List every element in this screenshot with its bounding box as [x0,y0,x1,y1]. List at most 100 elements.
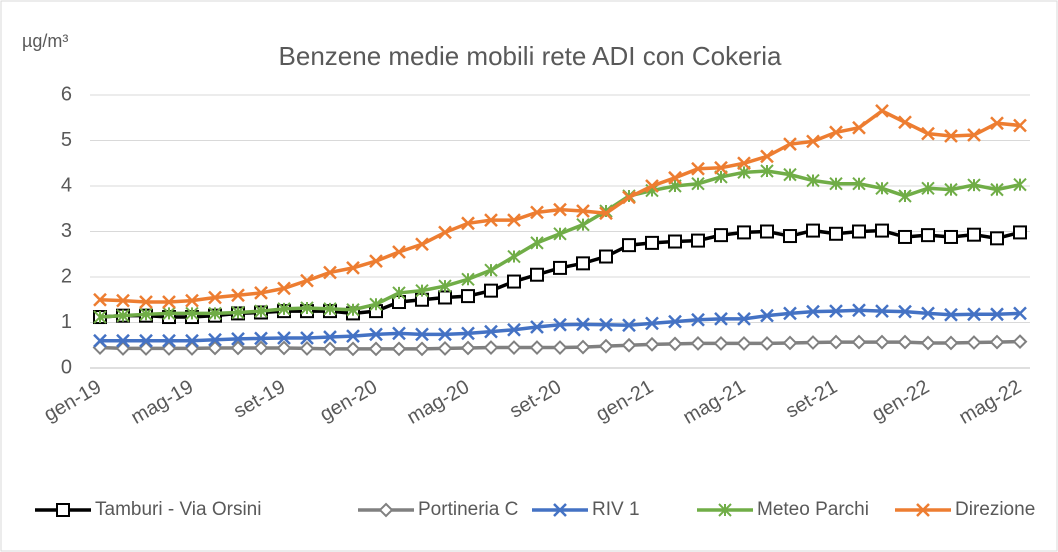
point [898,115,912,130]
point [116,333,130,348]
point [783,137,797,152]
point [851,334,867,350]
point [116,308,130,323]
point [507,249,521,264]
point [691,177,705,191]
y-tick-label: 0 [61,356,72,378]
point [898,189,912,203]
point [553,503,567,517]
legend-label: Portineria C [418,499,518,520]
point [921,181,935,195]
point [461,272,475,286]
point [392,326,406,341]
point [599,249,613,264]
point [207,340,223,356]
point [461,216,475,231]
point [392,245,406,259]
point [322,341,338,357]
point [300,301,314,315]
point [254,286,268,300]
point [989,334,1005,350]
point [323,265,337,280]
point [645,316,659,331]
point [415,283,429,298]
point [530,267,544,282]
chart-title: Benzene medie mobili rete ADI con Cokeri… [279,41,782,71]
point [966,335,982,350]
point [599,206,613,221]
point [369,327,383,342]
point [529,340,545,355]
point [438,279,452,293]
point [829,177,843,191]
point [576,217,590,232]
point [507,322,521,337]
point [645,179,659,193]
point [368,341,384,357]
point [783,229,797,244]
point [943,335,959,351]
point [920,335,936,351]
point [576,256,590,271]
point [875,223,889,238]
point [990,231,1004,246]
point [829,304,843,319]
point [622,318,636,333]
point [576,317,590,332]
point [231,331,245,346]
point [644,336,660,352]
point [760,224,774,239]
y-axis-label: µg/m³ [22,31,68,51]
series [93,104,1027,309]
point [691,233,705,248]
point [530,205,544,220]
point [852,303,866,318]
point [990,182,1004,197]
point [806,173,820,188]
point [714,311,728,326]
point [530,236,544,250]
point [760,308,774,323]
point [438,327,452,342]
point [277,331,291,345]
point [253,340,269,356]
point [369,254,383,268]
point [231,288,245,303]
point [553,317,567,332]
point [346,303,360,317]
point [990,307,1004,322]
point [897,334,913,350]
point [185,333,199,348]
point [668,314,682,329]
point [530,320,544,334]
point [345,341,361,357]
point [921,228,935,243]
point [691,312,705,327]
series [92,334,1028,357]
point [898,229,912,244]
point [691,161,705,176]
point [737,311,751,326]
point [737,225,751,240]
y-tick-label: 3 [61,220,72,242]
point [552,340,568,355]
point [414,341,430,357]
point [737,156,751,171]
point [1013,225,1027,240]
point [714,160,728,175]
point [553,260,567,275]
point [392,286,406,300]
point [759,336,775,351]
point [783,167,797,182]
point [346,261,360,275]
point [690,336,706,351]
point [254,304,268,318]
point [185,293,199,308]
point [300,331,314,345]
point [576,204,590,218]
point [277,302,291,316]
y-tick-label: 1 [61,311,72,333]
point [484,324,498,339]
point [944,129,958,143]
point [460,340,476,356]
